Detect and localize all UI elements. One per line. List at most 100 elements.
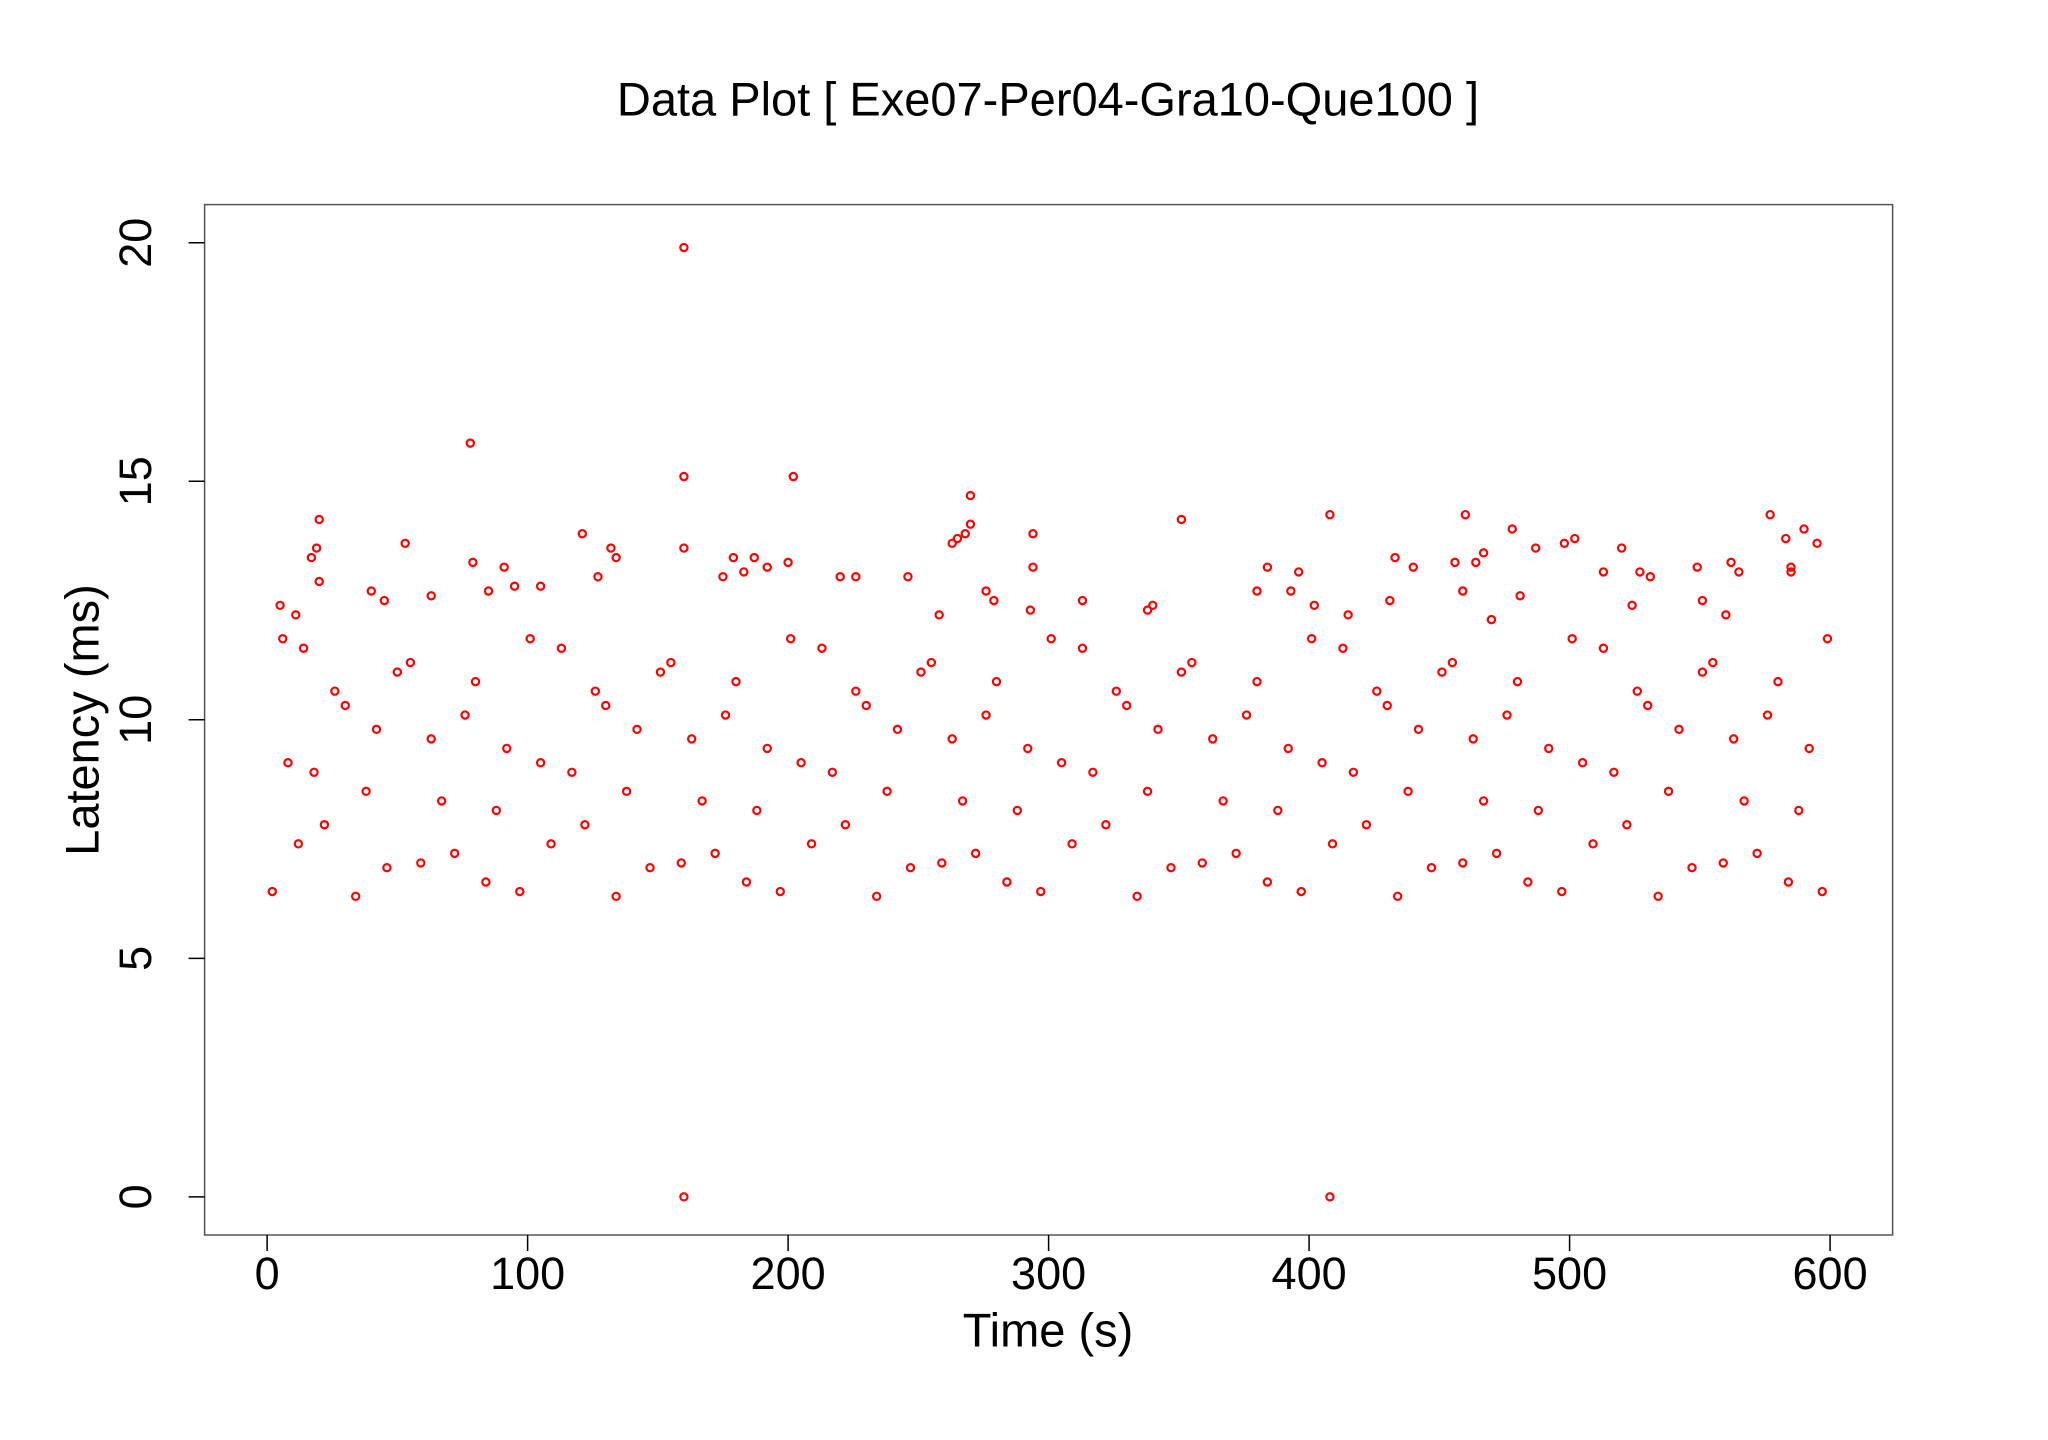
point <box>960 529 970 539</box>
point <box>283 758 293 768</box>
x-tick-label: 100 <box>490 1248 565 1299</box>
point <box>577 529 588 539</box>
point <box>1208 734 1218 744</box>
point <box>601 700 611 711</box>
x-tick-label: 200 <box>751 1248 826 1299</box>
point <box>1390 552 1400 563</box>
point <box>1697 595 1708 606</box>
point <box>1478 548 1489 558</box>
point <box>1804 743 1814 754</box>
point <box>1252 586 1262 596</box>
point <box>749 552 759 563</box>
point <box>1786 567 1796 577</box>
y-tick-label: 20 <box>110 218 161 268</box>
point <box>1306 634 1317 644</box>
point <box>1478 796 1489 806</box>
x-tick-label: 600 <box>1793 1248 1868 1299</box>
point <box>515 886 525 897</box>
point <box>1734 567 1744 577</box>
point <box>1512 676 1523 687</box>
point <box>679 543 689 553</box>
point <box>1142 786 1153 797</box>
point <box>361 786 371 797</box>
point <box>645 862 655 873</box>
point <box>309 767 319 777</box>
point <box>788 471 799 482</box>
point <box>426 734 436 744</box>
point <box>1046 634 1056 644</box>
point <box>1283 743 1293 754</box>
point <box>1447 657 1458 668</box>
point <box>827 767 838 777</box>
y-tick-label: 10 <box>110 695 161 745</box>
point <box>1252 676 1262 687</box>
point <box>1598 567 1609 577</box>
point <box>762 743 772 754</box>
point <box>314 576 324 587</box>
points <box>267 242 1833 1202</box>
point <box>502 743 512 754</box>
point <box>382 862 392 873</box>
point <box>796 758 806 768</box>
point <box>731 676 741 687</box>
x-tick-label: 300 <box>1011 1248 1086 1299</box>
point <box>1533 805 1544 816</box>
point <box>449 848 460 859</box>
point <box>806 839 817 849</box>
point <box>710 848 720 859</box>
point <box>1674 724 1684 735</box>
point <box>611 552 621 563</box>
point <box>1627 600 1637 611</box>
point <box>840 820 851 830</box>
point <box>1502 710 1512 720</box>
point <box>1231 848 1241 859</box>
point <box>1101 820 1111 830</box>
point <box>739 567 749 577</box>
point <box>1460 509 1471 520</box>
point <box>1426 862 1437 873</box>
point <box>981 710 991 720</box>
point <box>1327 839 1338 849</box>
point <box>535 581 546 591</box>
point <box>481 877 491 887</box>
point <box>851 571 861 582</box>
point <box>1718 858 1728 868</box>
point <box>666 657 676 668</box>
point <box>981 586 991 596</box>
point <box>762 562 772 572</box>
point <box>1408 562 1418 572</box>
point <box>556 643 567 653</box>
point <box>970 848 981 859</box>
point <box>593 571 603 582</box>
point <box>314 514 324 525</box>
point <box>1153 724 1163 735</box>
point <box>1812 538 1822 548</box>
point <box>611 891 621 902</box>
point <box>1077 595 1088 606</box>
point <box>1458 586 1468 596</box>
point <box>952 533 963 544</box>
point <box>1437 667 1447 677</box>
point <box>483 586 494 596</box>
point <box>1577 758 1588 768</box>
point <box>1822 634 1833 644</box>
point <box>1609 767 1619 777</box>
point <box>567 767 577 777</box>
point <box>1028 529 1038 539</box>
point <box>298 643 309 653</box>
point <box>989 595 999 606</box>
point <box>1325 509 1335 520</box>
point <box>546 839 556 849</box>
point <box>1468 734 1478 744</box>
point <box>1697 667 1708 677</box>
x-axis-label: Time (s) <box>963 1303 1134 1356</box>
point <box>1632 686 1643 696</box>
point <box>1025 605 1036 615</box>
point <box>319 820 330 830</box>
point <box>679 1192 689 1202</box>
point <box>1773 676 1783 687</box>
point <box>861 700 871 711</box>
point <box>350 891 361 902</box>
point <box>1293 567 1304 577</box>
